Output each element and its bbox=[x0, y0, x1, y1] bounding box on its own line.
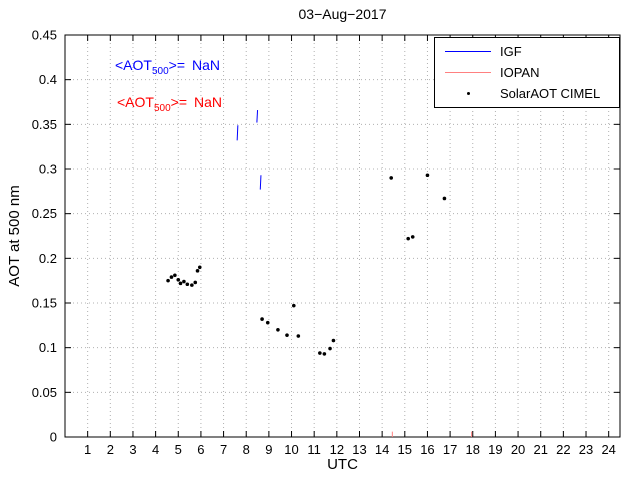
annotation-value: NaN bbox=[192, 57, 221, 73]
data-point bbox=[425, 173, 430, 178]
y-tick-label: 0.4 bbox=[39, 72, 57, 87]
x-tick-label: 10 bbox=[284, 442, 298, 457]
y-tick-label: 0.05 bbox=[32, 385, 57, 400]
data-point bbox=[185, 282, 190, 287]
data-point bbox=[176, 277, 181, 282]
data-point bbox=[285, 333, 289, 337]
series-segment-igf bbox=[259, 175, 262, 190]
y-tick-label: 0.3 bbox=[39, 162, 57, 177]
x-tick-label: 1 bbox=[84, 442, 91, 457]
x-tick-label: 16 bbox=[420, 442, 434, 457]
data-point bbox=[193, 280, 198, 285]
y-tick-label: 0.15 bbox=[32, 296, 57, 311]
x-axis-label: UTC bbox=[327, 456, 358, 473]
x-tick-label: 23 bbox=[579, 442, 593, 457]
legend-item-igf: IGF bbox=[435, 41, 619, 62]
y-tick-label: 0.35 bbox=[32, 117, 57, 132]
data-point bbox=[328, 346, 332, 351]
data-point bbox=[318, 351, 322, 355]
y-tick-label: 0.45 bbox=[32, 28, 57, 43]
data-point bbox=[296, 334, 301, 338]
x-tick-label: 18 bbox=[466, 442, 480, 457]
x-tick-label: 14 bbox=[375, 442, 389, 457]
x-tick-label: 11 bbox=[307, 442, 321, 457]
annotation-prefix: <AOT bbox=[117, 94, 154, 110]
x-tick-label: 4 bbox=[152, 442, 159, 457]
data-point bbox=[331, 338, 336, 343]
data-point bbox=[291, 303, 296, 308]
legend-label: IOPAN bbox=[500, 65, 540, 80]
series-segment-igf bbox=[256, 110, 259, 123]
aot500-mean-annotation-iopan: <AOT500>= NaN bbox=[117, 94, 222, 114]
data-point bbox=[173, 273, 177, 278]
legend-item-solaraot-cimel: SolarAOT CIMEL bbox=[435, 83, 619, 104]
x-tick-label: 15 bbox=[398, 442, 412, 457]
data-point bbox=[190, 283, 194, 287]
x-tick-label: 17 bbox=[443, 442, 457, 457]
data-point bbox=[276, 328, 280, 332]
data-point bbox=[406, 236, 410, 241]
annotation-value: NaN bbox=[194, 94, 223, 110]
y-tick-label: 0.1 bbox=[39, 340, 57, 355]
x-tick-label: 2 bbox=[107, 442, 114, 457]
x-tick-label: 8 bbox=[243, 442, 250, 457]
x-tick-label: 20 bbox=[511, 442, 525, 457]
annotation-subscript: 500 bbox=[151, 65, 169, 77]
plot-border bbox=[64, 34, 621, 438]
series-segment-igf bbox=[236, 125, 239, 141]
line-swatch-icon bbox=[445, 51, 491, 52]
legend-label: SolarAOT CIMEL bbox=[500, 86, 601, 101]
data-point bbox=[442, 196, 447, 201]
y-axis-label: AOT at 500 nm bbox=[6, 185, 23, 287]
x-tick-label: 5 bbox=[175, 442, 182, 457]
x-tick-label: 6 bbox=[197, 442, 204, 457]
dot-swatch-icon bbox=[445, 92, 491, 95]
x-tick-label: 13 bbox=[352, 442, 366, 457]
x-tick-label: 9 bbox=[265, 442, 272, 457]
x-tick-label: 7 bbox=[220, 442, 227, 457]
y-tick-label: 0.25 bbox=[32, 206, 57, 221]
x-tick-label: 12 bbox=[330, 442, 344, 457]
data-point bbox=[322, 352, 327, 356]
legend: IGF IOPAN SolarAOT CIMEL bbox=[434, 37, 620, 108]
x-tick-label: 3 bbox=[129, 442, 136, 457]
data-point bbox=[197, 265, 202, 270]
data-point bbox=[169, 275, 174, 279]
line-swatch-icon bbox=[445, 72, 491, 73]
data-point bbox=[410, 235, 415, 239]
annotation-suffix: >= bbox=[170, 94, 188, 110]
data-point bbox=[166, 278, 170, 283]
data-point bbox=[182, 279, 186, 284]
data-point bbox=[178, 281, 183, 286]
data-point bbox=[260, 317, 264, 321]
y-tick-label: 0 bbox=[50, 430, 57, 445]
data-point bbox=[195, 269, 200, 273]
x-tick-label: 22 bbox=[556, 442, 570, 457]
data-point bbox=[265, 320, 270, 325]
annotation-prefix: <AOT bbox=[115, 57, 152, 73]
annotation-suffix: >= bbox=[168, 57, 186, 73]
annotation-subscript: 500 bbox=[153, 102, 171, 114]
legend-item-iopan: IOPAN bbox=[435, 62, 619, 83]
x-tick-label: 24 bbox=[601, 442, 615, 457]
chart-title: 03−Aug−2017 bbox=[298, 6, 387, 22]
data-point bbox=[389, 176, 394, 180]
legend-label: IGF bbox=[500, 44, 522, 59]
y-tick-label: 0.2 bbox=[39, 251, 57, 266]
x-tick-label: 19 bbox=[488, 442, 502, 457]
x-tick-label: 21 bbox=[533, 442, 547, 457]
aot500-mean-annotation-igf: <AOT500>= NaN bbox=[115, 57, 220, 77]
